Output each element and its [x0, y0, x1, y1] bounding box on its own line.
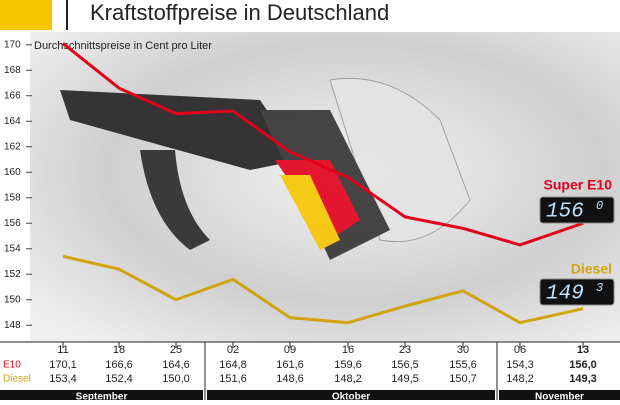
series-line: [62, 42, 584, 247]
display-decimal: 3: [596, 281, 603, 295]
value-label: 166,6: [105, 359, 133, 371]
month-bar: [207, 390, 495, 400]
value-label: 164,8: [219, 359, 247, 371]
price-display: [539, 278, 615, 306]
value-label: 161,6: [276, 359, 304, 371]
x-tick-label: 23: [399, 344, 411, 356]
y-tick-label: 162: [4, 141, 21, 152]
x-tick-label: 25: [170, 344, 182, 356]
value-label: 149,3: [569, 373, 597, 385]
display-decimal: 0: [596, 199, 603, 213]
display-digits: 149: [546, 283, 584, 306]
y-tick-label: 158: [4, 192, 21, 203]
value-label: 156,0: [569, 359, 597, 371]
pump-body: [329, 77, 471, 243]
row-label: E10: [3, 360, 21, 371]
y-tick-label: 164: [4, 116, 21, 127]
x-tick-label: 30: [457, 344, 469, 356]
value-label: 148,2: [334, 373, 362, 385]
x-tick-label: 06: [514, 344, 526, 356]
series-line: [62, 254, 584, 325]
y-tick-label: 156: [4, 218, 21, 229]
title-rule: [66, 0, 68, 30]
legend-label: Super E10: [544, 177, 613, 193]
value-label: 152,4: [105, 373, 133, 385]
month-label: September: [76, 392, 128, 400]
value-label: 148,2: [506, 373, 534, 385]
x-tick-label: 18: [113, 344, 125, 356]
table-background: [0, 349, 620, 389]
value-label: 170,1: [49, 359, 77, 371]
value-label: 159,6: [334, 359, 362, 371]
y-tick-label: 148: [4, 320, 21, 331]
value-label: 150,7: [449, 373, 477, 385]
x-tick-label: 02: [227, 344, 239, 356]
y-tick-label: 152: [4, 269, 21, 280]
y-tick-label: 168: [4, 65, 21, 76]
x-tick-label: 09: [284, 344, 296, 356]
month-label: Oktober: [332, 392, 370, 400]
value-label: 150,0: [162, 373, 190, 385]
value-label: 148,6: [276, 373, 304, 385]
chart-subtitle: Durchschnittspreise in Cent pro Liter: [34, 40, 212, 52]
value-label: 155,6: [449, 359, 477, 371]
value-label: 149,5: [391, 373, 419, 385]
chart-title: Kraftstoffpreise in Deutschland: [90, 0, 389, 25]
y-tick-label: 154: [4, 243, 21, 254]
y-tick-label: 150: [4, 294, 21, 305]
display-digits: 156: [546, 201, 584, 224]
nozzle-pipe: [60, 90, 300, 170]
price-display: [539, 196, 615, 224]
x-tick-label: 16: [342, 344, 354, 356]
flag-gold: [280, 175, 340, 250]
logo-square: [0, 0, 52, 30]
y-tick-label: 160: [4, 167, 21, 178]
value-label: 154,3: [506, 359, 534, 371]
pump-nozzle: [60, 77, 471, 260]
value-label: 151,6: [219, 373, 247, 385]
x-tick-label: 13: [577, 344, 589, 356]
y-tick-label: 170: [4, 39, 21, 50]
month-bar: [499, 390, 620, 400]
value-label: 156,5: [391, 359, 419, 371]
nozzle-trigger: [140, 150, 210, 250]
month-label: November: [535, 392, 584, 400]
x-tick-label: 11: [57, 344, 68, 356]
value-label: 164,6: [162, 359, 190, 371]
y-tick-label: 166: [4, 90, 21, 101]
month-bar: [0, 390, 203, 400]
legend-label: Diesel: [571, 261, 612, 277]
row-label: Diesel: [3, 374, 31, 385]
value-label: 153,4: [49, 373, 77, 385]
